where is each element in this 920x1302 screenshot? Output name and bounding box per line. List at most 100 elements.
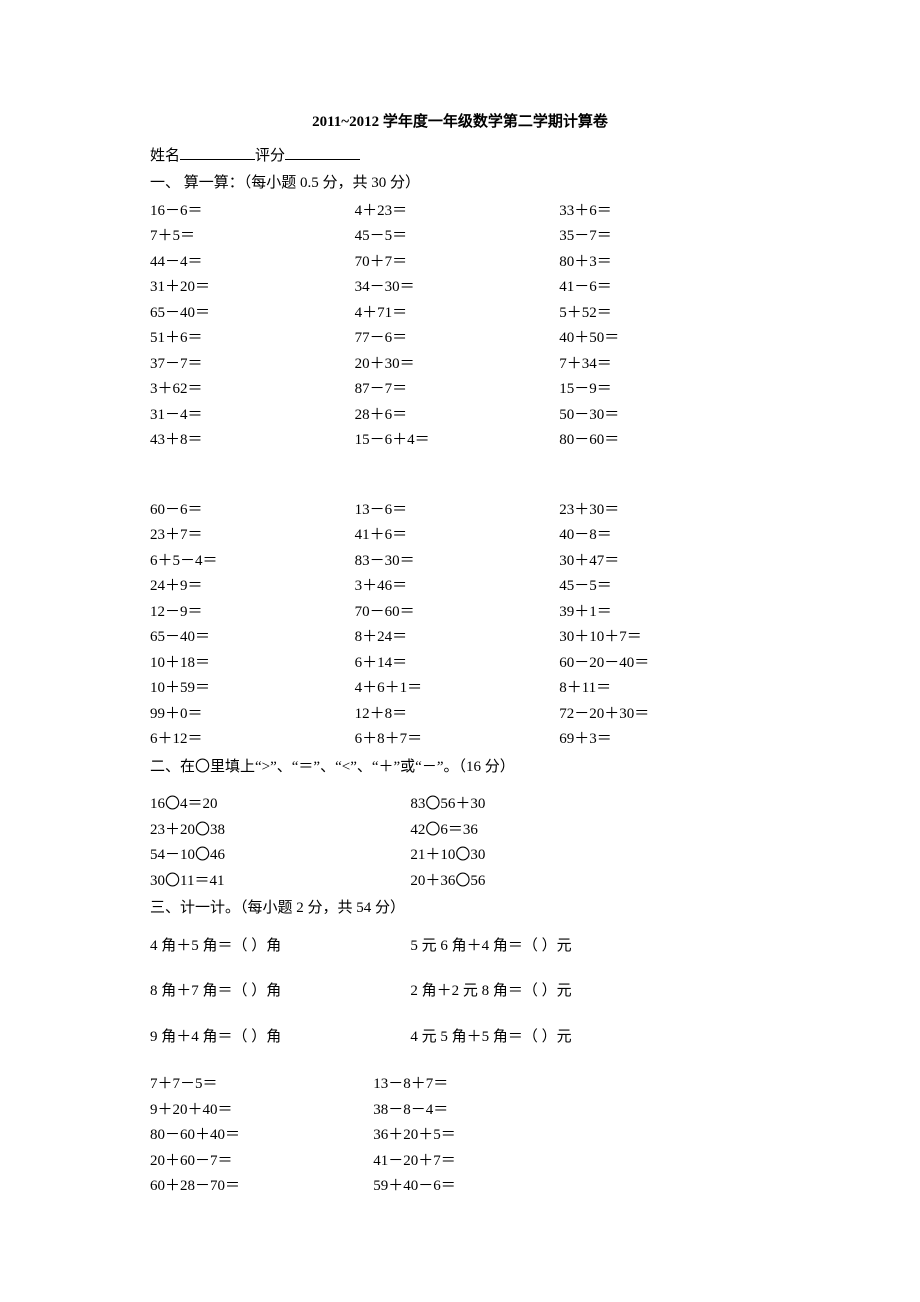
- section1-block2: 60－6＝13－6＝23＋30＝23＋7＝41＋6＝40－8＝6＋5－4＝83－…: [150, 498, 770, 753]
- problem-cell: 3＋46＝: [355, 574, 560, 600]
- problem-cell: 44－4＝: [150, 250, 355, 276]
- section3-heading: 三、计一计。（每小题 2 分，共 54 分）: [150, 896, 770, 922]
- problem-cell: 4 角＋5 角＝（ ）角: [150, 934, 410, 960]
- problem-cell: 13－6＝: [355, 498, 560, 524]
- problem-cell: 65－40＝: [150, 301, 355, 327]
- problem-row: 43＋8＝15－6＋4＝80－60＝: [150, 428, 770, 454]
- problem-cell: 83－30＝: [355, 549, 560, 575]
- problem-cell: 10＋18＝: [150, 651, 355, 677]
- problem-cell: 38－8－4＝: [373, 1098, 770, 1124]
- problem-cell: 39＋1＝: [559, 600, 764, 626]
- worksheet-title: 2011~2012 学年度一年级数学第二学期计算卷: [150, 110, 770, 136]
- problem-row: 60－6＝13－6＝23＋30＝: [150, 498, 770, 524]
- problem-row: 9 角＋4 角＝（ ）角4 元 5 角＋5 角＝（ ）元: [150, 1025, 770, 1051]
- problem-cell: 6＋5－4＝: [150, 549, 355, 575]
- problem-row: 16－6＝4＋23＝33＋6＝: [150, 199, 770, 225]
- problem-row: 65－40＝8＋24＝30＋10＋7＝: [150, 625, 770, 651]
- problem-cell: 87－7＝: [355, 377, 560, 403]
- problem-cell: 30＋10＋7＝: [559, 625, 764, 651]
- problem-cell: 7＋5＝: [150, 224, 355, 250]
- problem-cell: 77－6＝: [355, 326, 560, 352]
- score-label: 评分: [255, 148, 285, 164]
- section1-block1: 16－6＝4＋23＝33＋6＝7＋5＝45－5＝35－7＝44－4＝70＋7＝8…: [150, 199, 770, 454]
- problem-cell: 31－4＝: [150, 403, 355, 429]
- problem-cell: 6＋14＝: [355, 651, 560, 677]
- problem-cell: 40－8＝: [559, 523, 764, 549]
- problem-cell: 83〇56＋30: [410, 792, 770, 818]
- problem-cell: 4＋6＋1＝: [355, 676, 560, 702]
- problem-row: 24＋9＝3＋46＝45－5＝: [150, 574, 770, 600]
- problem-row: 6＋5－4＝83－30＝30＋47＝: [150, 549, 770, 575]
- problem-cell: 80＋3＝: [559, 250, 764, 276]
- problem-row: 7＋5＝45－5＝35－7＝: [150, 224, 770, 250]
- problem-cell: 72－20＋30＝: [559, 702, 764, 728]
- problem-row: 65－40＝4＋71＝5＋52＝: [150, 301, 770, 327]
- problem-cell: 13－8＋7＝: [373, 1072, 770, 1098]
- problem-cell: 34－30＝: [355, 275, 560, 301]
- problem-row: 10＋18＝6＋14＝60－20－40＝: [150, 651, 770, 677]
- problem-cell: 65－40＝: [150, 625, 355, 651]
- problem-cell: 69＋3＝: [559, 727, 764, 753]
- student-info-line: 姓名 评分: [150, 144, 770, 170]
- problem-row: 20＋60－7＝41－20＋7＝: [150, 1149, 770, 1175]
- problem-cell: 4＋71＝: [355, 301, 560, 327]
- problem-cell: 8＋24＝: [355, 625, 560, 651]
- problem-row: 44－4＝70＋7＝80＋3＝: [150, 250, 770, 276]
- problem-row: 10＋59＝4＋6＋1＝8＋11＝: [150, 676, 770, 702]
- problem-cell: 20＋60－7＝: [150, 1149, 373, 1175]
- problem-row: 23＋7＝41＋6＝40－8＝: [150, 523, 770, 549]
- problem-cell: 31＋20＝: [150, 275, 355, 301]
- section1-heading: 一、 算一算：（每小题 0.5 分，共 30 分）: [150, 171, 770, 197]
- problem-row: 54－10〇4621＋10〇30: [150, 843, 770, 869]
- problem-cell: 99＋0＝: [150, 702, 355, 728]
- problem-cell: 15－9＝: [559, 377, 764, 403]
- problem-row: 6＋12＝6＋8＋7＝69＋3＝: [150, 727, 770, 753]
- problem-cell: 20＋30＝: [355, 352, 560, 378]
- problem-cell: 30〇11＝41: [150, 869, 410, 895]
- problem-cell: 40＋50＝: [559, 326, 764, 352]
- problem-cell: 5 元 6 角＋4 角＝（ ）元: [410, 934, 770, 960]
- problem-cell: 7＋7－5＝: [150, 1072, 373, 1098]
- problem-cell: 21＋10〇30: [410, 843, 770, 869]
- problem-cell: 2 角＋2 元 8 角＝（ ）元: [410, 979, 770, 1005]
- problem-cell: 35－7＝: [559, 224, 764, 250]
- problem-cell: 41－6＝: [559, 275, 764, 301]
- problem-cell: 51＋6＝: [150, 326, 355, 352]
- problem-row: 51＋6＝77－6＝40＋50＝: [150, 326, 770, 352]
- problem-cell: 16－6＝: [150, 199, 355, 225]
- problem-row: 3＋62＝87－7＝15－9＝: [150, 377, 770, 403]
- problem-row: 12－9＝70－60＝39＋1＝: [150, 600, 770, 626]
- name-label: 姓名: [150, 148, 180, 164]
- problem-row: 31－4＝28＋6＝50－30＝: [150, 403, 770, 429]
- problem-cell: 41－20＋7＝: [373, 1149, 770, 1175]
- problem-cell: 41＋6＝: [355, 523, 560, 549]
- problem-cell: 59＋40－6＝: [373, 1174, 770, 1200]
- problem-cell: 23＋30＝: [559, 498, 764, 524]
- problem-row: 31＋20＝34－30＝41－6＝: [150, 275, 770, 301]
- problem-row: 37－7＝20＋30＝7＋34＝: [150, 352, 770, 378]
- problem-cell: 8 角＋7 角＝（ ）角: [150, 979, 410, 1005]
- problem-cell: 20＋36〇56: [410, 869, 770, 895]
- problem-cell: 70＋7＝: [355, 250, 560, 276]
- problem-row: 8 角＋7 角＝（ ）角2 角＋2 元 8 角＝（ ）元: [150, 979, 770, 1005]
- problem-cell: 70－60＝: [355, 600, 560, 626]
- problem-row: 9＋20＋40＝38－8－4＝: [150, 1098, 770, 1124]
- problem-cell: 24＋9＝: [150, 574, 355, 600]
- problem-cell: 6＋12＝: [150, 727, 355, 753]
- problem-cell: 10＋59＝: [150, 676, 355, 702]
- problem-row: 4 角＋5 角＝（ ）角5 元 6 角＋4 角＝（ ）元: [150, 934, 770, 960]
- problem-row: 80－60＋40＝36＋20＋5＝: [150, 1123, 770, 1149]
- problem-cell: 16〇4＝20: [150, 792, 410, 818]
- problem-cell: 5＋52＝: [559, 301, 764, 327]
- problem-cell: 80－60＋40＝: [150, 1123, 373, 1149]
- problem-cell: 8＋11＝: [559, 676, 764, 702]
- problem-row: 30〇11＝4120＋36〇56: [150, 869, 770, 895]
- problem-cell: 9＋20＋40＝: [150, 1098, 373, 1124]
- problem-cell: 12－9＝: [150, 600, 355, 626]
- problem-row: 16〇4＝2083〇56＋30: [150, 792, 770, 818]
- problem-cell: 4＋23＝: [355, 199, 560, 225]
- problem-cell: 15－6＋4＝: [355, 428, 560, 454]
- name-blank: [180, 145, 255, 160]
- problem-cell: 60－6＝: [150, 498, 355, 524]
- problem-cell: 50－30＝: [559, 403, 764, 429]
